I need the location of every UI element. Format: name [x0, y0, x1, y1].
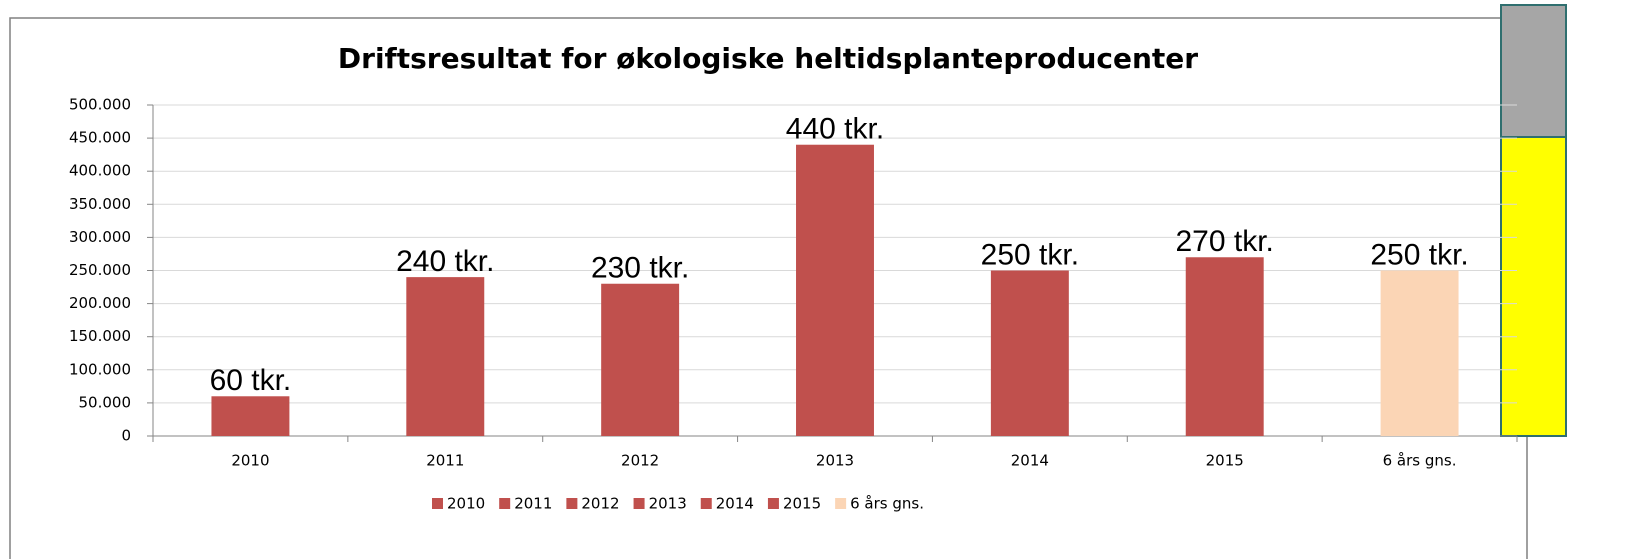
y-tick-label: 300.000 — [69, 228, 131, 246]
y-tick-label: 400.000 — [69, 162, 131, 180]
legend-swatch — [499, 498, 511, 509]
bar — [601, 283, 680, 436]
bar — [990, 270, 1069, 436]
x-tick-label: 2015 — [1206, 452, 1244, 470]
x-tick-label: 6 års gns. — [1383, 452, 1457, 470]
legend-swatch — [432, 498, 443, 509]
side-gray-box — [1500, 4, 1567, 138]
side-yellow-box — [1500, 136, 1567, 437]
legend-swatch — [566, 498, 578, 509]
legend-label: 2011 — [514, 495, 552, 513]
x-tick-label: 2012 — [621, 452, 659, 470]
chart-title: Driftsresultat for økologiske heltidspla… — [338, 42, 1198, 75]
x-tick-label: 2014 — [1011, 452, 1049, 470]
x-tick-label: 2013 — [816, 452, 854, 470]
legend-label: 6 års gns. — [850, 495, 924, 513]
bar — [1185, 257, 1264, 436]
bar — [796, 144, 874, 436]
legend-label: 2013 — [649, 495, 687, 513]
bar — [211, 396, 290, 436]
legend-swatch — [700, 498, 712, 509]
legend-swatch — [633, 498, 645, 509]
legend-label: 2010 — [447, 495, 485, 513]
y-tick-label: 200.000 — [69, 294, 131, 312]
y-tick-label: 250.000 — [69, 261, 131, 279]
value-label: 440 tkr. — [786, 113, 884, 146]
value-label: 250 tkr. — [1370, 238, 1468, 271]
y-tick-label: 50.000 — [79, 393, 132, 411]
y-tick-label: 500.000 — [69, 96, 131, 114]
y-tick-label: 450.000 — [69, 129, 131, 147]
value-label: 230 tkr. — [591, 252, 689, 285]
value-label: 60 tkr. — [210, 364, 292, 397]
legend-label: 2012 — [581, 495, 619, 513]
legend-swatch — [835, 498, 847, 509]
chart-frame — [9, 17, 1528, 559]
x-tick-label: 2011 — [426, 452, 464, 470]
value-label: 270 tkr. — [1176, 225, 1274, 258]
bar — [406, 277, 485, 436]
legend-label: 2015 — [783, 495, 821, 513]
x-tick-label: 2010 — [231, 452, 269, 470]
y-tick-label: 350.000 — [69, 195, 131, 213]
y-tick-label: 0 — [121, 427, 131, 445]
y-tick-label: 150.000 — [69, 327, 131, 345]
value-label: 250 tkr. — [981, 238, 1079, 271]
value-label: 240 tkr. — [396, 245, 494, 278]
y-tick-label: 100.000 — [69, 360, 131, 378]
legend-label: 2014 — [716, 495, 754, 513]
legend-swatch — [767, 498, 779, 509]
bar — [1380, 270, 1459, 436]
